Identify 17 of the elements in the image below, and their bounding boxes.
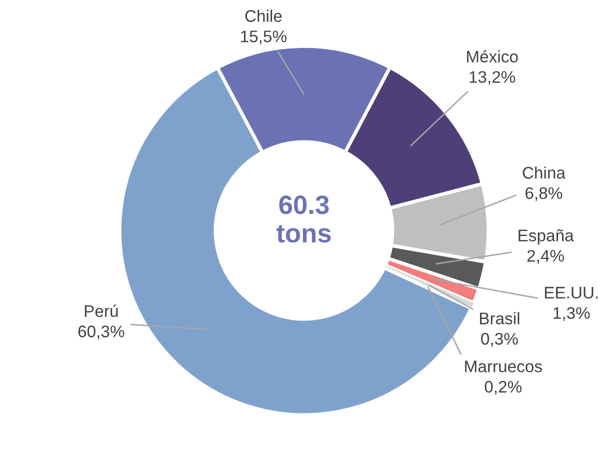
slice-label: Brasil [480,312,520,324]
text: 60.3 tons [276,195,331,243]
data-label: 15,5% [241,30,286,44]
data-label: 6,8% [526,187,562,202]
slice-label: España [518,229,574,245]
data-label: 13,2% [470,71,516,85]
slice-label: Chile [245,10,282,22]
slice-label: China [522,166,566,179]
data-label: 60,3% [78,326,124,340]
data-label: 0,2% [484,380,522,395]
slice-label: México [467,50,518,63]
data-label: 1,3% [554,307,590,321]
slice-label: Perú [84,304,118,317]
slice-label: Marruecos [465,360,542,372]
data-label: 0,3% [481,332,518,347]
data-label: 2,4% [527,250,564,264]
slice-label: EE.UU. [544,286,598,299]
